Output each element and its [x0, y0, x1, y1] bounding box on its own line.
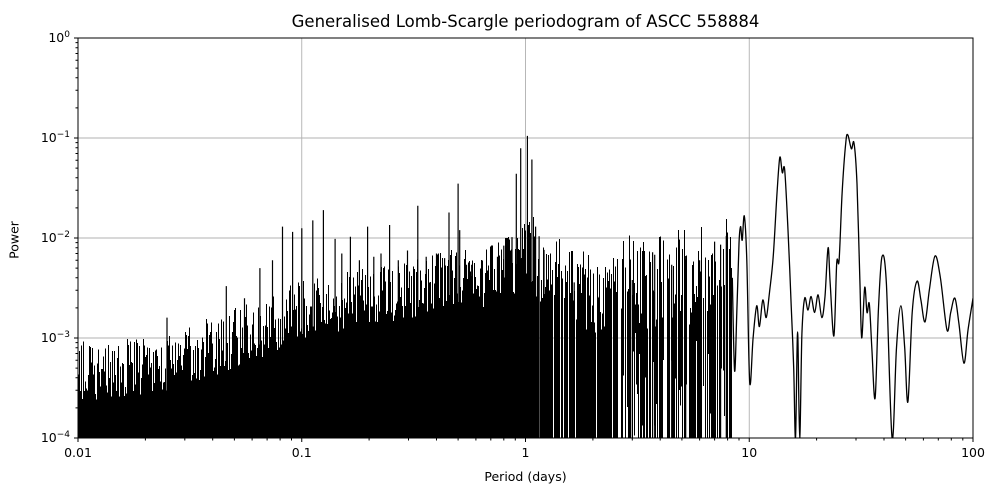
noise-forest: [78, 216, 732, 438]
y-tick-label: 10−2: [41, 230, 70, 245]
y-tick-label: 100: [48, 30, 70, 45]
x-tick-label: 10: [741, 445, 757, 460]
x-axis-title: Period (days): [484, 469, 567, 484]
y-axis-title: Power: [6, 221, 22, 259]
periodogram-curve: [731, 133, 973, 438]
y-tick-label: 10−1: [41, 130, 70, 145]
y-tick-label: 10−3: [41, 330, 70, 345]
y-tick-label: 10−4: [41, 430, 70, 445]
x-tick-label: 0.01: [64, 445, 92, 460]
spike-peaks: [166, 135, 727, 438]
tick-marks: [74, 37, 974, 442]
x-tick-label: 100: [961, 445, 985, 460]
chart-title: Generalised Lomb-Scargle periodogram of …: [291, 12, 760, 31]
x-tick-label: 1: [522, 445, 530, 460]
x-tick-label: 0.1: [292, 445, 312, 460]
